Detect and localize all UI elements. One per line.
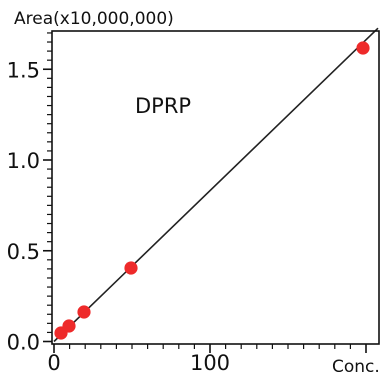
x-axis-label: Conc.: [332, 357, 380, 377]
y-tick-label: 1.5: [7, 58, 40, 82]
fit-line: [53, 27, 379, 343]
data-point: [62, 319, 76, 333]
data-point: [124, 261, 138, 275]
data-point: [356, 41, 370, 55]
x-tick-label: 100: [190, 351, 230, 375]
x-tick-labels: 0 100: [47, 351, 230, 375]
minor-ticks: [47, 32, 351, 349]
x-tick-label: 0: [47, 351, 60, 375]
y-tick-labels: 0.0 0.5 1.0 1.5: [7, 58, 40, 354]
y-tick-label: 0.5: [7, 240, 40, 264]
data-points: [54, 41, 370, 340]
y-tick-label: 0.0: [7, 331, 40, 355]
fit-line-layer: [53, 27, 379, 343]
annotation-label: DPRP: [135, 94, 191, 118]
plot-frame: [51, 30, 380, 345]
major-ticks: [43, 68, 367, 353]
data-point: [77, 305, 91, 319]
y-tick-label: 1.0: [7, 149, 40, 173]
y-axis-label: Area(x10,000,000): [14, 9, 174, 29]
